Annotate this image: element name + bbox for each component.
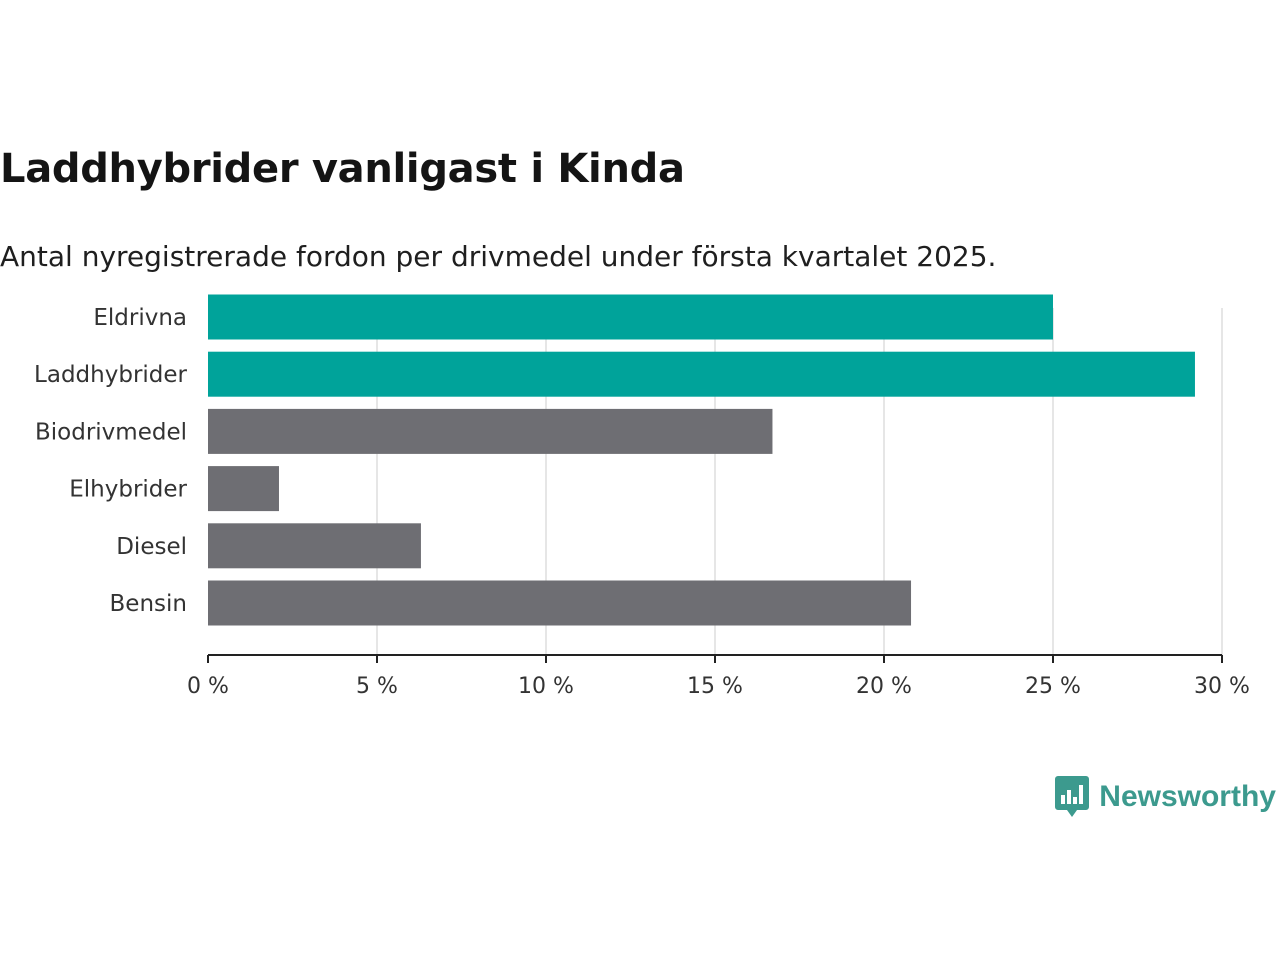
x-axis: 0 % 5 % 10 % 15 % 20 % 25 % 30 %: [187, 654, 1250, 699]
category-label: Bensin: [110, 591, 187, 617]
newsworthy-logo-icon: [1055, 776, 1090, 817]
category-label: Biodrivmedel: [35, 419, 187, 445]
category-labels: Eldrivna Laddhybrider Biodrivmedel Elhybrid…: [34, 305, 187, 617]
category-label: Eldrivna: [93, 305, 187, 331]
bar-eldrivna: [208, 294, 1053, 340]
bar-laddhybrider: [208, 351, 1195, 397]
bar-bensin: [208, 580, 912, 626]
x-tick-label: 0 %: [187, 674, 229, 699]
brand-name: Newsworthy: [1099, 780, 1276, 813]
x-tick-label: 20 %: [856, 674, 912, 699]
chart-subtitle: Antal nyregistrerade fordon per drivmede…: [0, 240, 997, 273]
brand-logo: Newsworthy: [1055, 776, 1276, 818]
category-label: Diesel: [116, 534, 187, 560]
bars: [208, 294, 1195, 626]
chart-title: Laddhybrider vanligast i Kinda: [0, 146, 685, 192]
bar-elhybrider: [208, 466, 279, 512]
x-tick-label: 10 %: [518, 674, 574, 699]
bar-biodrivmedel: [208, 408, 773, 454]
category-label: Elhybrider: [69, 477, 187, 503]
x-tick-label: 5 %: [356, 674, 398, 699]
x-tick-label: 30 %: [1194, 674, 1250, 699]
x-tick-label: 25 %: [1025, 674, 1081, 699]
bar-diesel: [208, 523, 421, 569]
category-label: Laddhybrider: [34, 362, 187, 388]
x-tick-label: 15 %: [687, 674, 743, 699]
bar-chart: Eldrivna Laddhybrider Biodrivmedel Elhybrid…: [34, 294, 1250, 699]
